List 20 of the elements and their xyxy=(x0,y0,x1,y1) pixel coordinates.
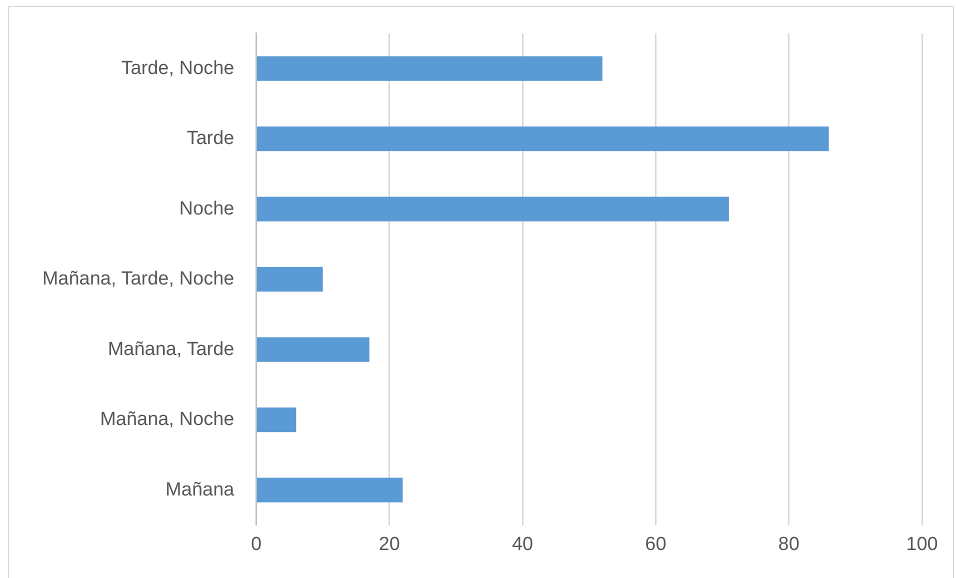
y-tick-label: Mañana, Tarde, Noche xyxy=(42,268,234,290)
bar xyxy=(256,56,602,81)
y-tick-label: Mañana xyxy=(166,479,235,500)
x-tick-label: 60 xyxy=(645,534,666,555)
y-tick-label: Mañana, Tarde xyxy=(108,338,234,360)
bar xyxy=(256,196,729,222)
y-tick-label: Tarde xyxy=(186,128,234,150)
bar xyxy=(256,267,323,292)
bar xyxy=(256,126,829,152)
bar xyxy=(256,408,296,432)
x-tick-label: 100 xyxy=(906,534,938,555)
x-tick-label: 0 xyxy=(250,534,262,555)
y-tick-label: Tarde, Noche xyxy=(121,58,234,79)
x-tick-label: 80 xyxy=(778,534,800,555)
y-tick-label: Noche xyxy=(179,198,234,220)
y-tick-label: Mañana, Noche xyxy=(100,409,234,430)
x-tick-label: 20 xyxy=(378,534,400,555)
x-tick-label: 40 xyxy=(512,534,534,555)
bar xyxy=(256,478,403,502)
bar xyxy=(256,337,370,362)
